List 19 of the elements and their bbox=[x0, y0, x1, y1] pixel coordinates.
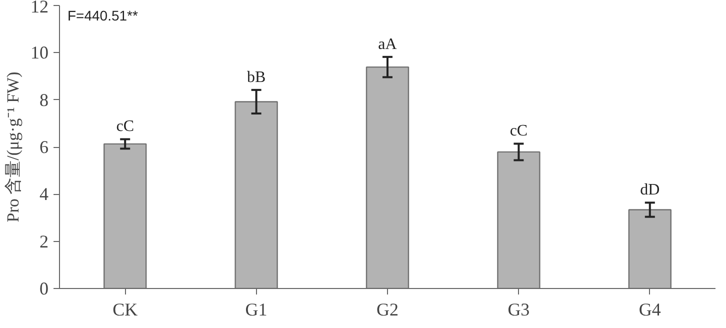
data-label: cC bbox=[510, 122, 528, 140]
x-tick-label: G4 bbox=[638, 300, 661, 320]
y-tick-label: 10 bbox=[30, 42, 48, 63]
y-tick-label: 0 bbox=[40, 278, 48, 298]
y-axis-title: Pro 含量/(μg·g⁻¹ FW) bbox=[4, 72, 22, 222]
x-tick-label: CK bbox=[112, 300, 138, 320]
y-tick-label: 8 bbox=[40, 90, 48, 110]
data-label: dD bbox=[640, 182, 660, 199]
x-tick-label: G2 bbox=[376, 300, 398, 320]
x-tick-label: G3 bbox=[508, 300, 530, 320]
y-tick-label: 2 bbox=[40, 231, 48, 252]
data-label: aA bbox=[378, 36, 398, 53]
y-tick-label: 12 bbox=[30, 0, 48, 16]
data-label: cC bbox=[116, 118, 134, 136]
y-tick-label: 6 bbox=[40, 137, 48, 157]
y-tick-label: 4 bbox=[40, 184, 48, 204]
annotation: F=440.51** bbox=[68, 8, 138, 24]
data-label: bB bbox=[246, 68, 266, 86]
x-tick-label: G1 bbox=[245, 300, 268, 320]
